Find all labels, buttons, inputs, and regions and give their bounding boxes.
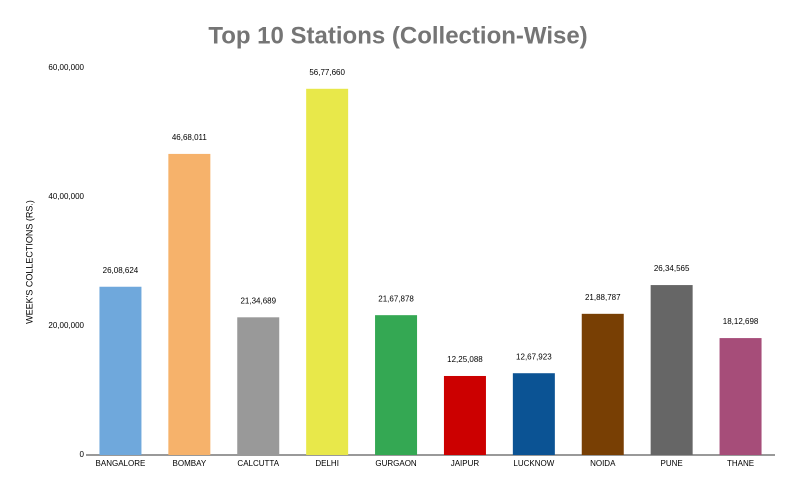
value-label: 18,12,698 (723, 317, 759, 326)
bar (512, 373, 555, 455)
value-label: 26,08,624 (103, 266, 139, 275)
bar (168, 153, 211, 456)
x-tick-label: GURGAON (375, 459, 417, 468)
value-label: 12,25,088 (447, 355, 483, 364)
bar (99, 286, 142, 455)
x-tick-label: LUCKNOW (513, 459, 554, 468)
bar (581, 313, 624, 455)
x-tick-label: CALCUTTA (237, 459, 279, 468)
value-label: 21,88,787 (585, 293, 621, 302)
value-label: 21,34,689 (240, 296, 276, 305)
x-tick-label: DELHI (315, 459, 339, 468)
bar (650, 285, 693, 455)
x-tick-label: THANE (727, 459, 754, 468)
x-tick-label: BOMBAY (173, 459, 207, 468)
y-tick-label: 60,00,000 (48, 63, 84, 72)
x-tick-label: JAIPUR (451, 459, 480, 468)
bar (306, 88, 349, 456)
chart-title: Top 10 Stations (Collection-Wise) (208, 22, 587, 49)
x-tick-label: NOIDA (590, 459, 616, 468)
bar (443, 375, 486, 455)
bar (375, 315, 418, 455)
y-tick-label: 20,00,000 (48, 321, 84, 330)
x-tick-label: PUNE (661, 459, 683, 468)
bar (719, 338, 762, 455)
x-tick-label: BANGALORE (96, 459, 146, 468)
value-label: 46,68,011 (172, 133, 208, 142)
value-label: 26,34,565 (654, 264, 690, 273)
bar (237, 317, 280, 455)
value-label: 12,67,923 (516, 352, 552, 361)
y-tick-label: 40,00,000 (48, 192, 84, 201)
value-label: 56,77,660 (309, 68, 345, 77)
y-axis-title: WEEK'S COLLECTIONS (RS.) (24, 200, 34, 324)
value-label: 21,67,878 (378, 294, 414, 303)
y-tick-label: 0 (80, 450, 85, 459)
